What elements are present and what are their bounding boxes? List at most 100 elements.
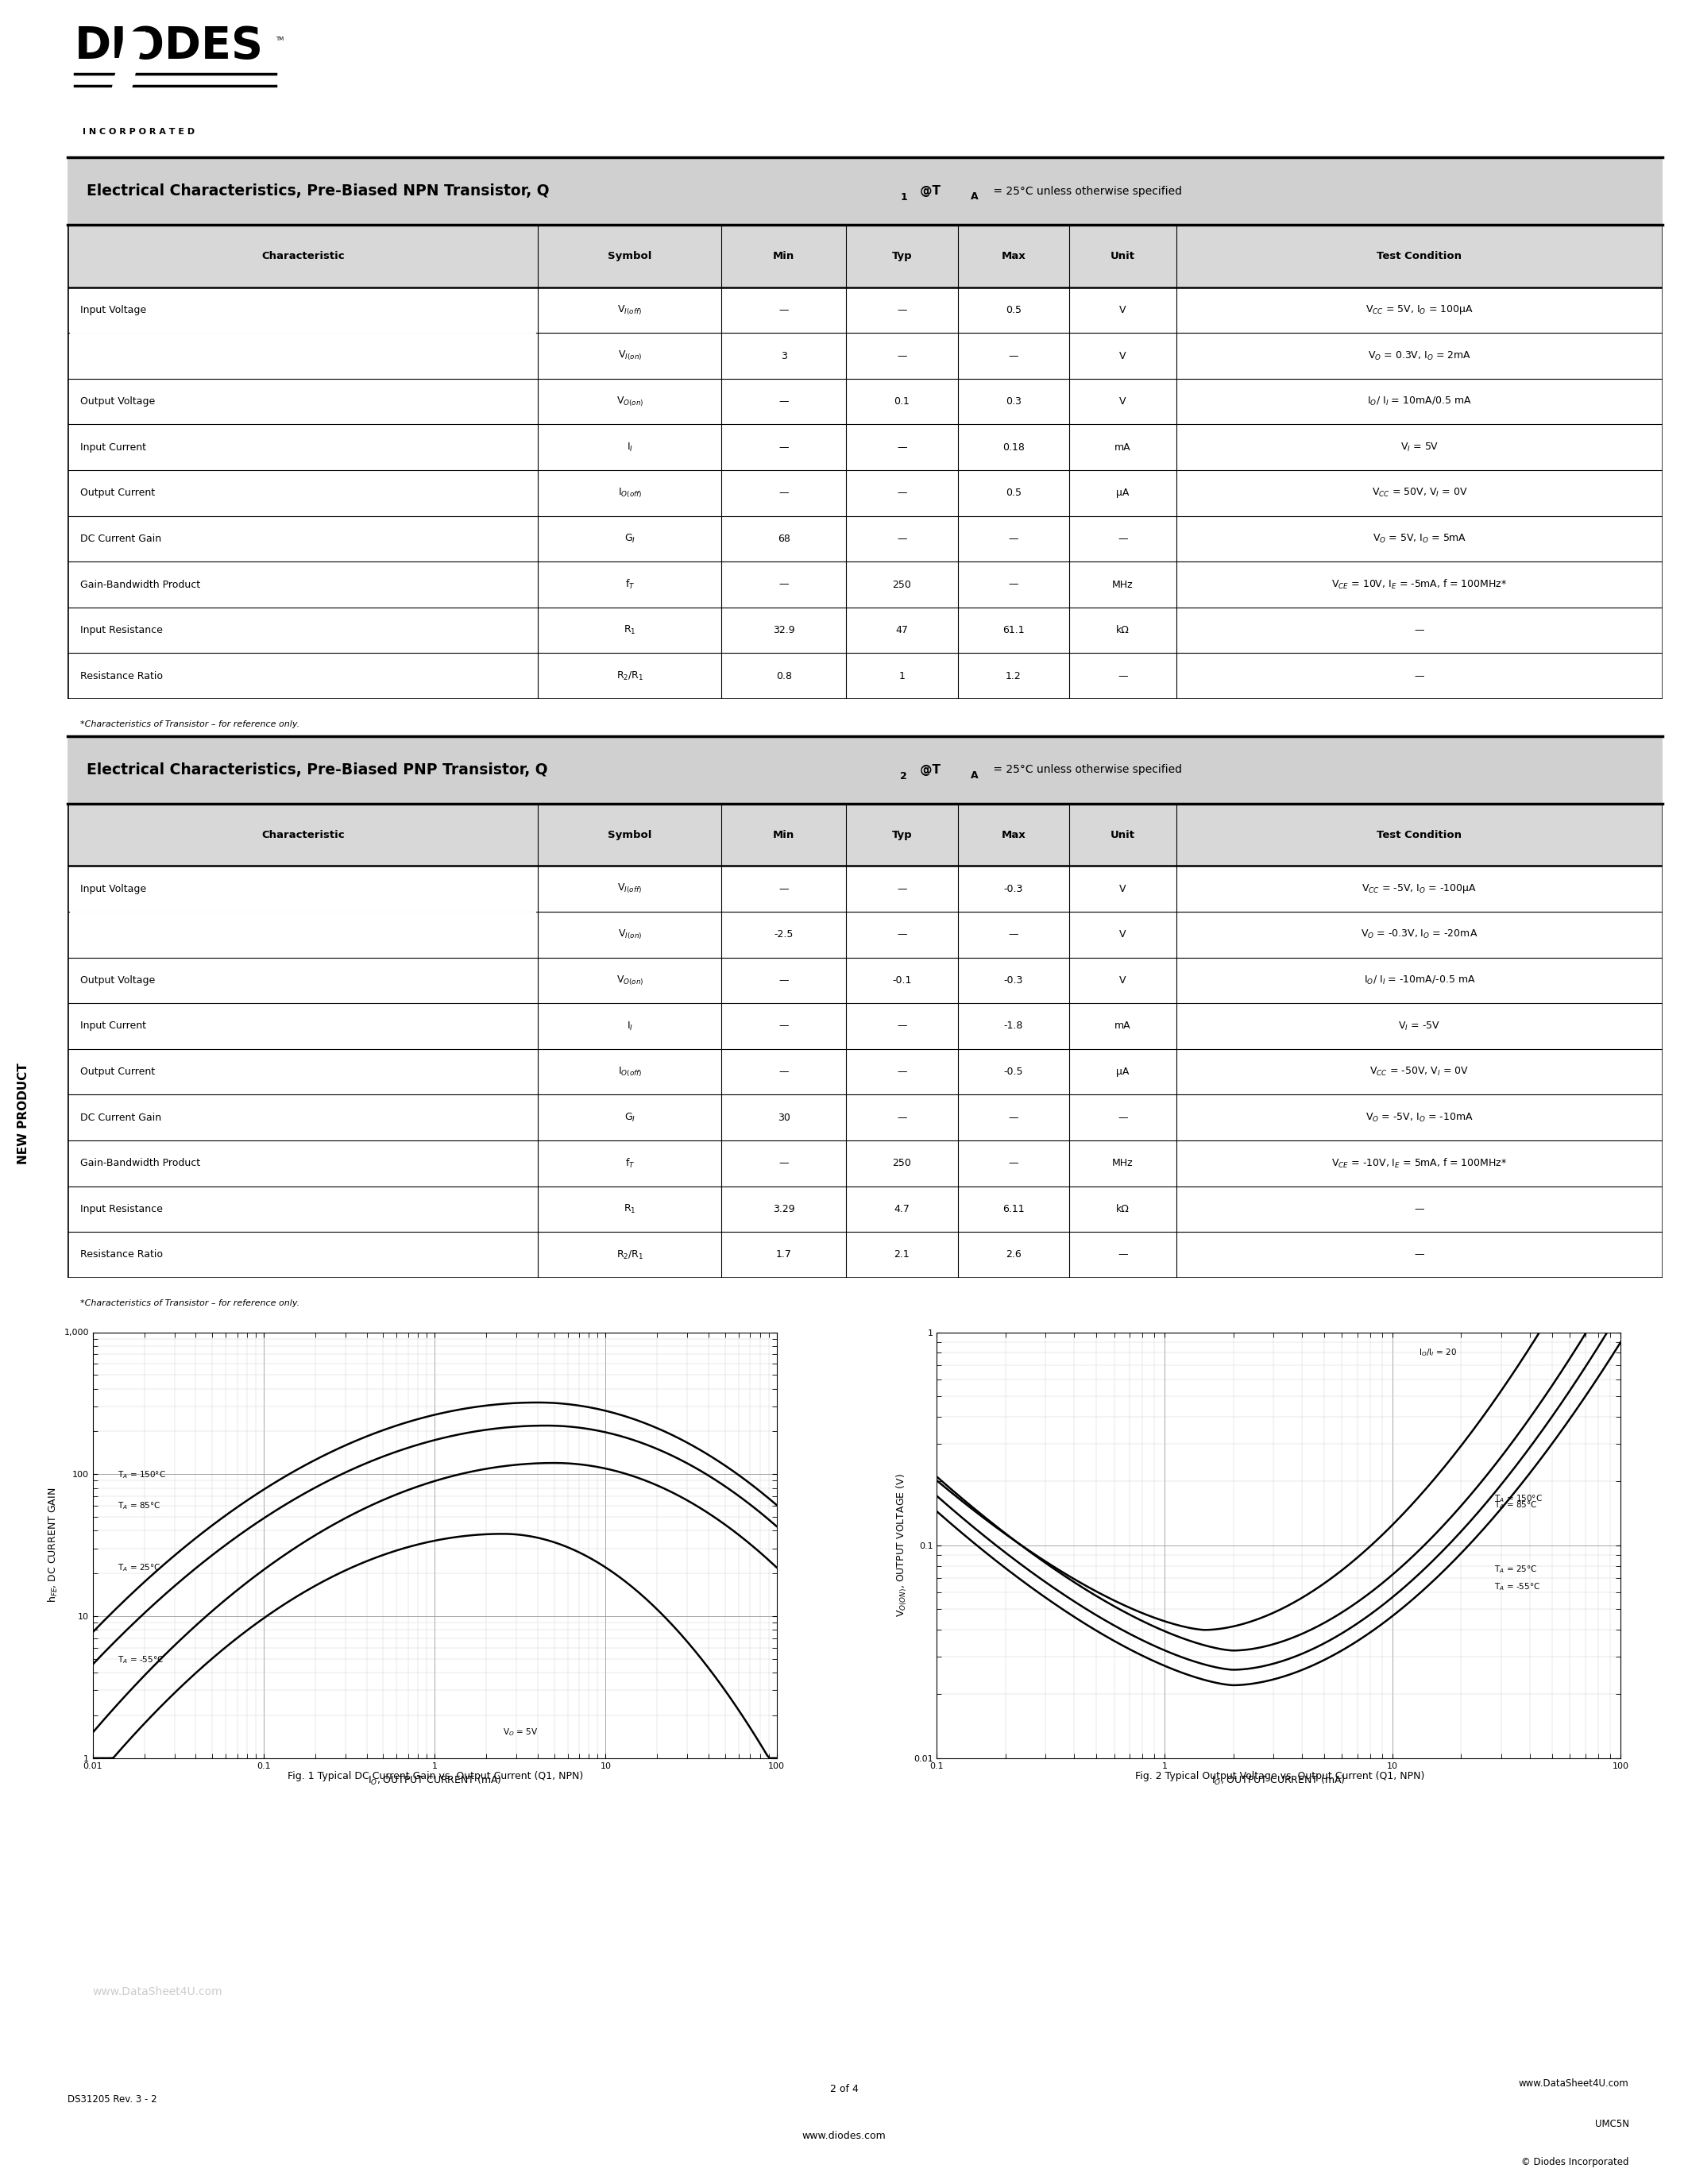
Text: A: A <box>971 771 977 780</box>
Text: —: — <box>896 1066 906 1077</box>
Text: —: — <box>778 1020 788 1031</box>
Text: DC Current Gain: DC Current Gain <box>81 1112 162 1123</box>
Bar <box>68 736 1663 804</box>
Text: 0.8: 0.8 <box>776 670 792 681</box>
Text: Symbol: Symbol <box>608 251 652 262</box>
Text: 1.2: 1.2 <box>1006 670 1021 681</box>
Text: T$_A$ = -55°C: T$_A$ = -55°C <box>118 1655 164 1666</box>
Text: —: — <box>1008 1112 1018 1123</box>
Text: —: — <box>1117 670 1128 681</box>
Text: 47: 47 <box>895 625 908 636</box>
Text: -0.5: -0.5 <box>1004 1066 1023 1077</box>
Text: 6.11: 6.11 <box>1003 1203 1025 1214</box>
Text: 0.5: 0.5 <box>1006 306 1021 314</box>
Text: Output Current: Output Current <box>81 487 155 498</box>
Text: V$_O$ = 5V, I$_O$ = 5mA: V$_O$ = 5V, I$_O$ = 5mA <box>1372 533 1467 544</box>
Text: -0.3: -0.3 <box>1004 885 1023 893</box>
Text: V$_{I(on)}$: V$_{I(on)}$ <box>618 928 641 941</box>
Text: MHz: MHz <box>1112 579 1133 590</box>
Text: www.DataSheet4U.com: www.DataSheet4U.com <box>1519 2079 1629 2090</box>
Text: I$_I$: I$_I$ <box>626 441 633 454</box>
Text: 4.7: 4.7 <box>895 1203 910 1214</box>
Y-axis label: h$_{FE}$, DC CURRENT GAIN: h$_{FE}$, DC CURRENT GAIN <box>47 1487 59 1603</box>
Text: T$_A$ = -55°C: T$_A$ = -55°C <box>1494 1581 1541 1592</box>
Text: —: — <box>896 1020 906 1031</box>
Text: I$_O$/ I$_I$ = -10mA/-0.5 mA: I$_O$/ I$_I$ = -10mA/-0.5 mA <box>1364 974 1475 987</box>
Text: f$_T$: f$_T$ <box>625 579 635 592</box>
Text: V: V <box>1119 930 1126 939</box>
Text: —: — <box>896 352 906 360</box>
Text: TM: TM <box>275 37 284 41</box>
Text: Min: Min <box>773 830 795 841</box>
Text: 0.3: 0.3 <box>1006 397 1021 406</box>
Text: Fig. 1 Typical DC Current Gain vs. Output Current (Q1, NPN): Fig. 1 Typical DC Current Gain vs. Outpu… <box>287 1771 584 1782</box>
Text: Fig. 2 Typical Output Voltage vs. Output Current (Q1, NPN): Fig. 2 Typical Output Voltage vs. Output… <box>1134 1771 1425 1782</box>
Text: T$_A$ = 85°C: T$_A$ = 85°C <box>1494 1500 1538 1511</box>
Text: Typ: Typ <box>891 251 912 262</box>
Text: Input Current: Input Current <box>81 1020 147 1031</box>
Text: 2 of 4: 2 of 4 <box>830 2084 858 2094</box>
Text: 61.1: 61.1 <box>1003 625 1025 636</box>
Text: —: — <box>778 487 788 498</box>
Text: Output Voltage: Output Voltage <box>81 976 155 985</box>
Text: 2.1: 2.1 <box>895 1249 910 1260</box>
Text: Gain-Bandwidth Product: Gain-Bandwidth Product <box>81 579 201 590</box>
Text: —: — <box>896 930 906 939</box>
Text: Input Resistance: Input Resistance <box>81 1203 162 1214</box>
Text: —: — <box>1415 1203 1425 1214</box>
Text: I N C O R P O R A T E D: I N C O R P O R A T E D <box>83 129 194 135</box>
Text: —: — <box>778 1066 788 1077</box>
Text: μA: μA <box>1116 1066 1129 1077</box>
Text: Unit: Unit <box>1111 251 1134 262</box>
Text: V$_{CC}$ = -50V, V$_I$ = 0V: V$_{CC}$ = -50V, V$_I$ = 0V <box>1369 1066 1469 1079</box>
Text: —: — <box>896 885 906 893</box>
Text: 0.18: 0.18 <box>1003 441 1025 452</box>
Text: www.diodes.com: www.diodes.com <box>802 2132 886 2143</box>
Text: Output Voltage: Output Voltage <box>81 397 155 406</box>
Text: —: — <box>778 976 788 985</box>
Text: 0.1: 0.1 <box>895 397 910 406</box>
Text: R$_1$: R$_1$ <box>623 625 636 636</box>
Text: T$_A$ = 25°C: T$_A$ = 25°C <box>1494 1564 1538 1575</box>
Text: kΩ: kΩ <box>1116 625 1129 636</box>
Text: V$_O$ = -0.3V, I$_O$ = -20mA: V$_O$ = -0.3V, I$_O$ = -20mA <box>1361 928 1479 941</box>
Text: —: — <box>1008 1158 1018 1168</box>
Text: T$_A$ = 85°C: T$_A$ = 85°C <box>118 1500 160 1511</box>
Text: V: V <box>1119 976 1126 985</box>
Text: —: — <box>778 1158 788 1168</box>
Text: V$_I$ = 5V: V$_I$ = 5V <box>1399 441 1438 454</box>
Text: —: — <box>1117 533 1128 544</box>
Text: V$_{CC}$ = 50V, V$_I$ = 0V: V$_{CC}$ = 50V, V$_I$ = 0V <box>1372 487 1467 500</box>
Text: © Diodes Incorporated: © Diodes Incorporated <box>1521 2158 1629 2169</box>
Text: kΩ: kΩ <box>1116 1203 1129 1214</box>
Text: V$_{CE}$ = -10V, I$_E$ = 5mA, f = 100MHz*: V$_{CE}$ = -10V, I$_E$ = 5mA, f = 100MHz… <box>1332 1158 1507 1171</box>
Text: G$_I$: G$_I$ <box>625 533 635 544</box>
Text: —: — <box>1008 533 1018 544</box>
Text: —: — <box>896 1112 906 1123</box>
Text: Symbol: Symbol <box>608 830 652 841</box>
Text: 250: 250 <box>893 579 912 590</box>
Text: 68: 68 <box>778 533 790 544</box>
Text: -2.5: -2.5 <box>775 930 793 939</box>
Text: @T: @T <box>917 764 940 775</box>
Text: DC Current Gain: DC Current Gain <box>81 533 162 544</box>
Polygon shape <box>105 31 145 118</box>
Text: I$_I$: I$_I$ <box>626 1020 633 1033</box>
Text: *Characteristics of Transistor – for reference only.: *Characteristics of Transistor – for ref… <box>81 721 300 729</box>
Text: G$_I$: G$_I$ <box>625 1112 635 1123</box>
Text: MHz: MHz <box>1112 1158 1133 1168</box>
Text: Max: Max <box>1001 830 1026 841</box>
Text: Test Condition: Test Condition <box>1377 830 1462 841</box>
Text: V$_O$ = 5V: V$_O$ = 5V <box>503 1725 538 1738</box>
Text: V: V <box>1119 306 1126 314</box>
Text: V$_{CC}$ = 5V, I$_O$ = 100μA: V$_{CC}$ = 5V, I$_O$ = 100μA <box>1366 304 1474 317</box>
Text: —: — <box>1415 625 1425 636</box>
Text: —: — <box>1117 1249 1128 1260</box>
Text: Input Current: Input Current <box>81 441 147 452</box>
Text: μA: μA <box>1116 487 1129 498</box>
Text: —: — <box>1415 1249 1425 1260</box>
Text: = 25°C unless otherwise specified: = 25°C unless otherwise specified <box>989 186 1182 197</box>
Text: Electrical Characteristics, Pre-Biased NPN Transistor, Q: Electrical Characteristics, Pre-Biased N… <box>86 183 550 199</box>
Text: V$_{CE}$ = 10V, I$_E$ = -5mA, f = 100MHz*: V$_{CE}$ = 10V, I$_E$ = -5mA, f = 100MHz… <box>1332 579 1507 592</box>
Text: T$_A$ = 150°C: T$_A$ = 150°C <box>1494 1494 1543 1505</box>
